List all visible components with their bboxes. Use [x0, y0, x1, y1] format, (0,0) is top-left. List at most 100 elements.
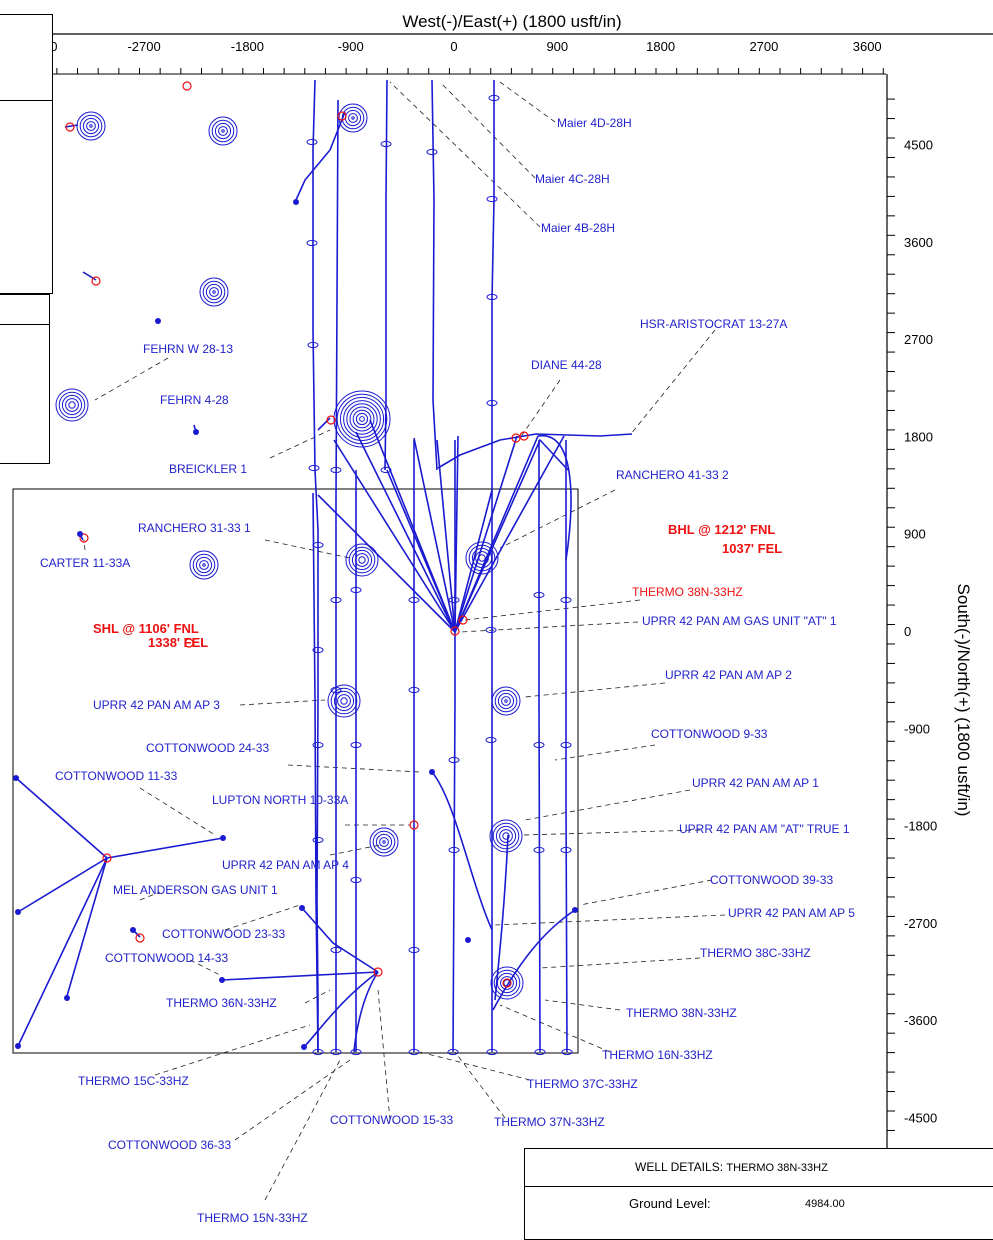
well-path	[106, 837, 224, 859]
well-label: COTTONWOOD 36-33	[108, 1138, 231, 1152]
well-paths	[15, 79, 633, 1053]
survey-marker	[330, 946, 342, 954]
target-ring	[369, 827, 399, 857]
target-ring	[358, 556, 366, 564]
well-path	[82, 271, 97, 281]
target-ring	[76, 111, 106, 141]
well-path	[312, 492, 319, 1053]
y-tick-label: -1800	[904, 819, 937, 834]
target-ring	[359, 416, 365, 422]
ground-level-label: Ground Level:	[629, 1196, 711, 1211]
location-marker	[326, 415, 336, 425]
well-label: Maier 4D-28H	[557, 116, 632, 130]
well-path	[221, 971, 379, 981]
well-details-panel: WELL DETAILS: THERMO 38N-33HZ Ground Lev…	[524, 1148, 993, 1240]
target-ring	[86, 121, 96, 131]
y-tick-label: 4500	[904, 138, 933, 153]
survey-marker	[330, 686, 342, 694]
well-path	[64, 124, 79, 128]
well-node	[155, 318, 161, 324]
target-ring	[333, 690, 355, 712]
target-ring	[327, 684, 361, 718]
location-marker	[409, 820, 419, 830]
target-ring	[349, 406, 375, 432]
well-path	[413, 437, 456, 633]
well-node	[15, 909, 21, 915]
well-path	[386, 469, 456, 633]
survey-marker	[486, 1048, 498, 1056]
y-tick-label: -2700	[904, 916, 937, 931]
well-path	[454, 435, 565, 633]
leader-line	[544, 999, 621, 1011]
leader-line	[524, 789, 691, 821]
target-ring	[497, 692, 515, 710]
target-ring	[330, 687, 358, 715]
bhl-line-1: BHL @ 1212' FNL	[668, 522, 775, 537]
y-axis-title: South(-)/North(+) (1800 usft/in)	[954, 584, 973, 817]
well-label: MEL ANDERSON GAS UNIT 1	[113, 883, 278, 897]
survey-marker	[408, 686, 420, 694]
leader-line	[139, 891, 161, 901]
well-path	[317, 494, 456, 633]
well-label: UPRR 42 PAN AM AP 2	[665, 668, 792, 682]
shl-line-2: 1338' FEL	[148, 635, 208, 650]
target-ring	[355, 553, 369, 567]
well-label: THERMO 38N-33HZ	[632, 585, 743, 599]
target-ring	[493, 969, 521, 997]
y-tick-label: 0	[904, 624, 911, 639]
target-ring	[221, 129, 225, 133]
well-path	[565, 440, 568, 1053]
location-marker	[337, 111, 347, 121]
survey-marker	[560, 846, 572, 854]
target-ring	[468, 544, 496, 572]
leader-line	[287, 764, 421, 773]
target-ring	[465, 541, 499, 575]
survey-marker	[486, 293, 498, 301]
leader-line	[94, 357, 169, 401]
survey-marker	[448, 596, 460, 604]
well-path	[17, 857, 108, 913]
target-ring	[199, 277, 229, 307]
leader-line	[629, 329, 716, 436]
target-ring	[344, 109, 362, 127]
well-path	[301, 907, 379, 973]
well-path	[538, 440, 541, 1053]
target-ring	[65, 398, 79, 412]
survey-marker	[312, 836, 324, 844]
target-ring	[346, 403, 378, 435]
survey-marker	[488, 94, 500, 102]
target-ring	[372, 830, 396, 854]
location-marker	[450, 626, 460, 636]
well-markers	[13, 81, 578, 1056]
survey-marker	[312, 1048, 324, 1056]
well-label: Maier 4B-28H	[541, 221, 615, 235]
well-path	[431, 79, 438, 471]
left-panel-upper	[0, 100, 53, 294]
left-panel-middle	[0, 294, 50, 326]
leader-line	[554, 744, 656, 761]
target-ring	[202, 563, 206, 567]
y-tick-label: 2700	[904, 332, 933, 347]
well-node	[299, 905, 305, 911]
well-path	[295, 111, 346, 201]
survey-marker	[312, 646, 324, 654]
leader-line	[459, 621, 639, 633]
well-path	[436, 439, 456, 633]
x-tick-label: 900	[546, 39, 568, 54]
target-ring	[490, 966, 524, 1000]
survey-marker	[561, 1048, 573, 1056]
well-details-title: WELL DETAILS: THERMO 38N-33HZ	[635, 1160, 828, 1174]
survey-marker	[350, 586, 362, 594]
location-marker	[373, 967, 383, 977]
location-marker	[184, 638, 194, 648]
well-label: THERMO 36N-33HZ	[166, 996, 277, 1010]
leader-line	[264, 539, 351, 559]
leader-line	[189, 959, 221, 976]
target-ring	[504, 699, 508, 703]
location-marker	[135, 933, 145, 943]
well-label: DIANE 44-28	[531, 358, 602, 372]
survey-marker	[308, 464, 320, 472]
y-tick-label: 900	[904, 527, 926, 542]
target-ring	[61, 394, 83, 416]
survey-marker	[534, 1048, 546, 1056]
